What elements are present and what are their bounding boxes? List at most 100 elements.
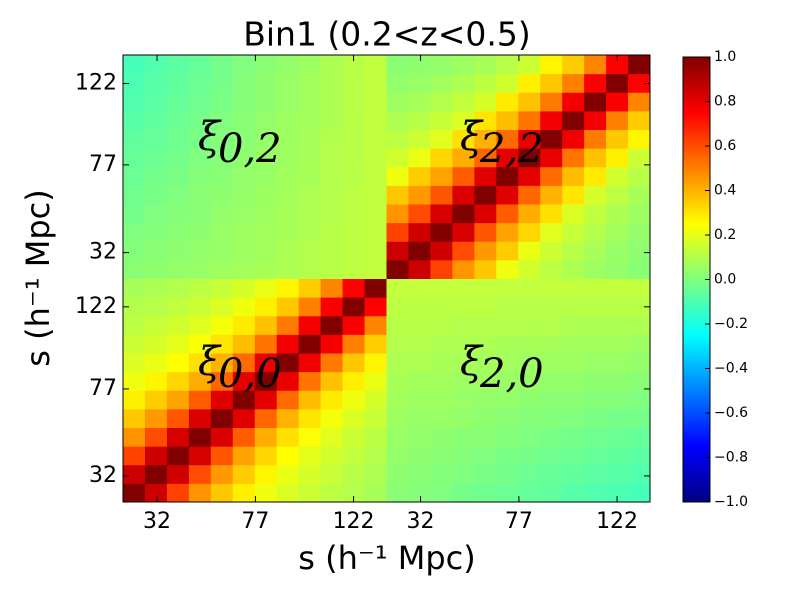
x-axis-label: s (h⁻¹ Mpc) — [298, 539, 476, 577]
heatmap-cell — [540, 185, 563, 205]
heatmap-cell — [562, 166, 585, 186]
heatmap-cell — [584, 73, 607, 93]
heatmap-cell — [364, 408, 387, 428]
heatmap-cell — [540, 464, 563, 484]
heatmap-cell — [562, 297, 585, 317]
heatmap-cell — [254, 464, 278, 484]
heatmap-cell — [364, 278, 387, 298]
heatmap-cell — [452, 483, 475, 503]
heatmap-cell — [452, 148, 475, 168]
heatmap-cell — [342, 278, 366, 298]
heatmap-cell — [628, 390, 651, 410]
heatmap-cell — [210, 483, 234, 503]
heatmap-cell — [628, 259, 651, 279]
heatmap-cell — [144, 110, 168, 130]
heatmap-cell — [474, 166, 497, 186]
heatmap-cell — [298, 446, 322, 466]
heatmap-cell — [474, 371, 497, 391]
heatmap-cell — [342, 185, 366, 205]
heatmap-cell — [188, 222, 212, 242]
heatmap-cell — [364, 55, 387, 75]
heatmap-cell — [562, 446, 585, 466]
heatmap-cell — [144, 204, 168, 224]
heatmap-cell — [540, 390, 563, 410]
heatmap-cell — [474, 464, 497, 484]
heatmap-cell — [298, 259, 322, 279]
heatmap-cell — [320, 129, 344, 149]
heatmap-cell — [254, 92, 278, 112]
heatmap-cell — [628, 278, 651, 298]
heatmap-cell — [342, 408, 366, 428]
heatmap-cell — [276, 464, 300, 484]
heatmap-cell — [452, 297, 475, 317]
heatmap-cell — [496, 464, 519, 484]
heatmap-cell — [584, 259, 607, 279]
heatmap-cell — [518, 483, 541, 503]
heatmap-cell — [628, 148, 651, 168]
heatmap-cell — [386, 166, 409, 186]
heatmap-cell — [320, 73, 344, 93]
colorbar-tick-label: −0.4 — [714, 361, 748, 377]
heatmap-cell — [342, 259, 366, 279]
heatmap-cell — [210, 371, 234, 391]
heatmap-cell — [386, 92, 409, 112]
heatmap-cell — [166, 278, 190, 298]
colorbar-tick-label: 0.6 — [714, 138, 736, 154]
colorbar-tick-label: 1.0 — [714, 49, 736, 65]
heatmap-cell — [364, 241, 387, 261]
heatmap-cell — [342, 483, 366, 503]
heatmap-cell — [386, 464, 409, 484]
heatmap-cell — [518, 204, 541, 224]
heatmap-cell — [408, 148, 431, 168]
heatmap-cell — [364, 446, 387, 466]
heatmap-cell — [518, 334, 541, 354]
heatmap-cell — [144, 371, 168, 391]
heatmap-cell — [210, 315, 234, 335]
heatmap-cell — [320, 204, 344, 224]
heatmap-cell — [188, 166, 212, 186]
heatmap-cell — [518, 55, 541, 75]
heatmap-cell — [540, 371, 563, 391]
heatmap-cell — [562, 483, 585, 503]
heatmap-cell — [386, 446, 409, 466]
heatmap-cell — [254, 446, 278, 466]
heatmap-cell — [496, 110, 519, 130]
heatmap-cell — [628, 427, 651, 447]
heatmap-cell — [254, 278, 278, 298]
heatmap-cell — [386, 259, 409, 279]
colorbar-tick-label: −0.6 — [714, 405, 748, 421]
heatmap-cell — [364, 427, 387, 447]
heatmap-cell — [430, 185, 453, 205]
heatmap-cell — [276, 353, 300, 373]
heatmap-cell — [628, 185, 651, 205]
heatmap-cell — [276, 92, 300, 112]
heatmap-cell — [166, 483, 190, 503]
heatmap-cell — [496, 92, 519, 112]
heatmap-cell — [584, 148, 607, 168]
heatmap-cell — [232, 297, 256, 317]
heatmap-cell — [364, 110, 387, 130]
heatmap-cell — [496, 446, 519, 466]
heatmap-cell — [562, 110, 585, 130]
heatmap-cell — [364, 371, 387, 391]
heatmap-cell — [584, 110, 607, 130]
heatmap-cell — [386, 427, 409, 447]
heatmap-cell — [123, 185, 146, 205]
heatmap-cell — [232, 408, 256, 428]
heatmap-cell — [386, 148, 409, 168]
heatmap-cell — [276, 297, 300, 317]
heatmap-cell — [232, 278, 256, 298]
heatmap-cell — [408, 55, 431, 75]
heatmap-cell — [474, 92, 497, 112]
heatmap-cell — [452, 390, 475, 410]
heatmap-cell — [430, 297, 453, 317]
heatmap-cell — [144, 315, 168, 335]
heatmap-cell — [496, 222, 519, 242]
heatmap-cell — [188, 390, 212, 410]
heatmap-cell — [496, 353, 519, 373]
heatmap-cell — [540, 241, 563, 261]
heatmap-cell — [254, 427, 278, 447]
heatmap-cell — [276, 390, 300, 410]
heatmap-cell — [452, 446, 475, 466]
heatmap-cell — [188, 241, 212, 261]
